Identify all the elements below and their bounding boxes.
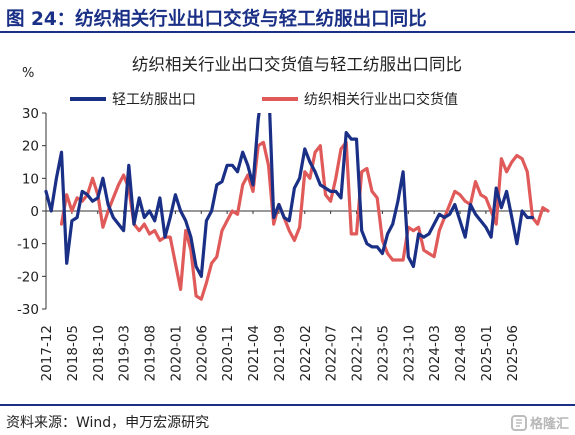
x-tick-label: 2024-03: [427, 325, 443, 381]
figure-footer: 资料来源：Wind，申万宏源研究 格隆汇: [0, 404, 575, 435]
y-axis: -30 -20 -10 0 10 20 30: [17, 106, 47, 318]
x-tick-label: 2023-10: [401, 325, 417, 381]
series-line-apparel-exports: [44, 113, 535, 278]
watermark-logo-icon: [510, 414, 527, 431]
x-tick-label: 2017-12: [39, 325, 55, 381]
x-tick-label: 2021-04: [246, 325, 262, 381]
x-tick-label: 2019-03: [117, 325, 133, 381]
y-tick-label: -10: [17, 237, 39, 253]
chart-title: 纺织相关行业出口交货值与轻工纺服出口同比: [132, 55, 462, 74]
watermark: 格隆汇: [510, 413, 569, 432]
y-axis-unit-label: %: [22, 66, 34, 81]
series-line-textile-export-delivery: [59, 140, 550, 301]
x-tick-label: 2019-08: [143, 325, 159, 381]
x-tick-label: 2025-01: [479, 325, 495, 381]
y-tick-label: 10: [22, 171, 39, 187]
y-tick-label: 20: [22, 139, 39, 155]
legend-label: 轻工纺服出口: [112, 92, 196, 108]
line-chart: 纺织相关行业出口交货值与轻工纺服出口同比 % 轻工纺服出口 纺织相关行业出口交货值…: [17, 55, 550, 381]
y-tick-label: -20: [17, 269, 39, 285]
legend: 轻工纺服出口 纺织相关行业出口交货值: [70, 91, 458, 108]
y-tick-label: 30: [22, 106, 39, 122]
x-axis: 2017-12 2018-05 2018-10 2019-03 2019-08 2020-…: [39, 210, 548, 381]
y-tick-label: 0: [30, 204, 39, 220]
source-note: 资料来源：Wind，申万宏源研究: [6, 415, 210, 431]
x-tick-label: 2021-09: [272, 325, 288, 381]
x-tick-label: 2022-12: [350, 325, 366, 381]
x-tick-label: 2025-06: [505, 325, 521, 381]
x-tick-label: 2020-06: [194, 325, 210, 381]
figure-header: 图 24：纺织相关行业出口交货与轻工纺服出口同比: [0, 0, 575, 33]
figure-title: 图 24：纺织相关行业出口交货与轻工纺服出口同比: [6, 9, 427, 30]
x-tick-label: 2020-01: [168, 325, 184, 381]
x-tick-label: 2022-07: [324, 325, 340, 381]
y-tick-label: -30: [17, 302, 39, 318]
x-tick-label: 2018-05: [65, 325, 81, 381]
x-tick-label: 2024-08: [453, 325, 469, 381]
watermark-text: 格隆汇: [529, 417, 569, 432]
x-tick-label: 2023-05: [375, 325, 391, 381]
x-tick-label: 2020-11: [220, 325, 236, 381]
chart-container: 纺织相关行业出口交货值与轻工纺服出口同比 % 轻工纺服出口 纺织相关行业出口交货值…: [0, 33, 575, 405]
x-tick-label: 2022-02: [298, 325, 314, 381]
x-tick-label: 2018-10: [91, 325, 107, 381]
legend-label: 纺织相关行业出口交货值: [304, 91, 458, 108]
plot-area: [44, 113, 550, 301]
